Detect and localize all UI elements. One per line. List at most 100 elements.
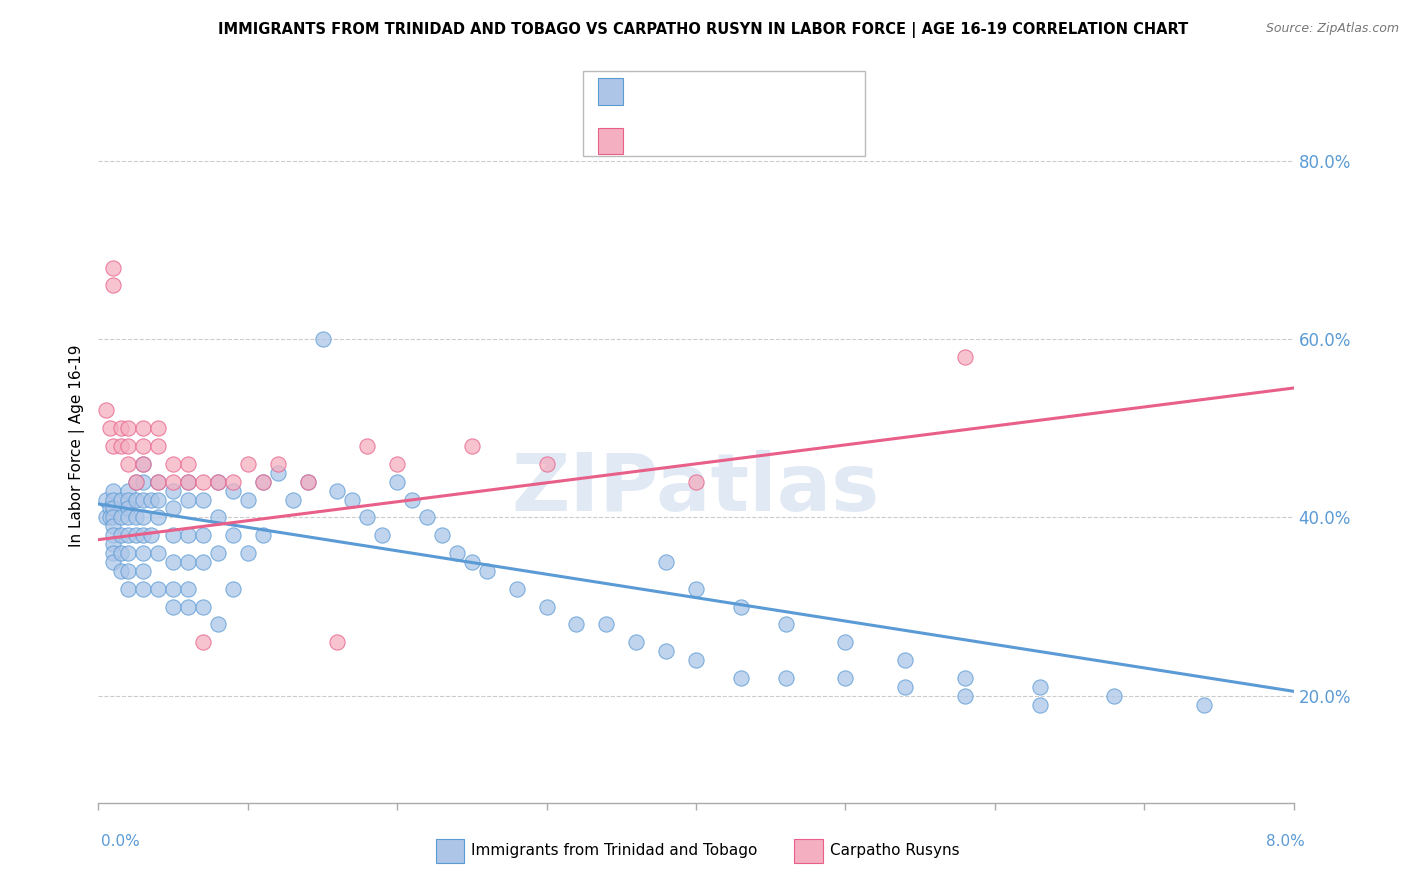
Point [103,278,125,293]
Text: N =: N = [738,85,772,99]
Point [834,635,856,649]
Point [117,492,139,507]
Point [132,528,155,542]
Point [177,475,200,489]
Point [117,457,139,471]
Point [162,457,184,471]
Point [685,475,707,489]
Point [132,546,155,560]
Point [356,510,378,524]
Point [110,510,132,524]
Point [565,617,588,632]
Point [461,439,484,453]
Point [297,475,319,489]
Point [506,582,529,596]
Point [1102,689,1125,703]
Point [177,528,200,542]
Point [191,475,214,489]
Point [326,635,349,649]
Point [953,350,976,364]
Text: 110: 110 [775,85,806,99]
Point [311,332,333,346]
Point [326,483,349,498]
Point [730,671,752,685]
Point [236,546,259,560]
Point [685,653,707,667]
Point [117,582,139,596]
Point [191,528,214,542]
Point [110,546,132,560]
Point [177,599,200,614]
Point [1192,698,1215,712]
Point [222,483,245,498]
Point [536,457,558,471]
Text: R =: R = [631,134,669,148]
Point [177,582,200,596]
Text: -0.273: -0.273 [668,85,723,99]
Point [624,635,647,649]
Point [222,582,245,596]
Point [132,457,155,471]
Point [162,555,184,569]
Point [117,546,139,560]
Point [103,537,125,551]
Point [207,510,229,524]
Point [139,492,162,507]
Point [1028,680,1050,694]
Point [125,510,148,524]
Point [94,492,117,507]
Point [775,671,797,685]
Text: 0.148: 0.148 [668,134,716,148]
Point [385,457,409,471]
Point [132,475,155,489]
Point [191,635,214,649]
Point [595,617,617,632]
Point [103,546,125,560]
Point [342,492,364,507]
Point [252,475,274,489]
Point [162,475,184,489]
Point [148,475,170,489]
Y-axis label: In Labor Force | Age 16-19: In Labor Force | Age 16-19 [69,344,84,548]
Point [148,439,170,453]
Point [371,528,394,542]
Point [252,528,274,542]
Point [297,475,319,489]
Text: N =: N = [738,134,778,148]
Point [139,528,162,542]
Point [461,555,484,569]
Point [103,519,125,533]
Point [94,403,117,417]
Point [191,555,214,569]
Point [125,475,148,489]
Point [267,457,290,471]
Point [110,492,132,507]
Point [132,421,155,435]
Point [162,599,184,614]
Point [132,510,155,524]
Point [894,653,917,667]
Point [191,599,214,614]
Point [103,439,125,453]
Point [117,421,139,435]
Text: 8.0%: 8.0% [1265,834,1305,849]
Point [953,671,976,685]
Point [162,582,184,596]
Point [125,475,148,489]
Point [162,528,184,542]
Text: 0.0%: 0.0% [101,834,141,849]
Text: Carpatho Rusyns: Carpatho Rusyns [830,844,959,858]
Point [125,492,148,507]
Point [385,475,409,489]
Point [117,501,139,516]
Point [125,528,148,542]
Text: Source: ZipAtlas.com: Source: ZipAtlas.com [1265,22,1399,36]
Point [110,528,132,542]
Text: ZIPatlas: ZIPatlas [512,450,880,528]
Point [162,483,184,498]
Point [953,689,976,703]
Point [110,564,132,578]
Point [207,617,229,632]
Point [222,475,245,489]
Point [207,475,229,489]
